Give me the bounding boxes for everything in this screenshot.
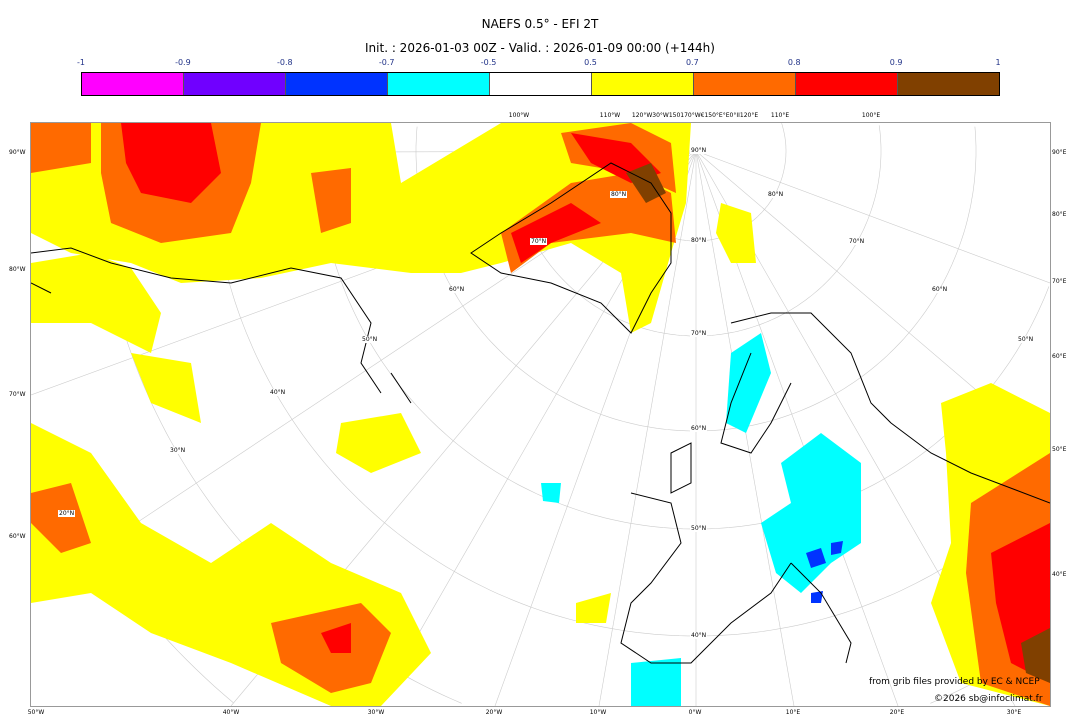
- lat-label: 60°N: [931, 286, 949, 293]
- lat-label: 80°N: [610, 191, 628, 198]
- colorbar-label: 1: [995, 58, 1001, 67]
- axis-label-top: 110°E: [770, 112, 790, 119]
- coastlines: [31, 162, 1050, 664]
- latitude-circle: [878, 125, 882, 151]
- axis-label-bottom: 30°E: [1006, 709, 1022, 716]
- axis-label-bottom: 20°E: [889, 709, 905, 716]
- lat-label: 20°N: [58, 510, 76, 517]
- axis-label-bottom: 10°W: [589, 709, 607, 716]
- colorbar-swatch: [694, 73, 796, 95]
- axis-label-bottom: 20°W: [485, 709, 503, 716]
- colorbar-label: -1: [77, 58, 85, 67]
- lat-label: 40°N: [690, 632, 708, 639]
- map-svg: [31, 123, 1050, 706]
- colorbar-swatch: [82, 73, 184, 95]
- lat-label: 60°N: [448, 286, 466, 293]
- colorbar-swatch: [490, 73, 592, 95]
- axis-label-left: 90°W: [9, 149, 26, 156]
- colorbar-label: 0.5: [584, 58, 597, 67]
- lat-label: 50°N: [361, 336, 379, 343]
- lat-label: 70°N: [848, 238, 866, 245]
- lat-label: 80°N: [690, 237, 708, 244]
- colorbar-swatch: [388, 73, 490, 95]
- axis-label-right: 80°E: [1052, 211, 1067, 218]
- lat-label: 70°N: [690, 330, 708, 337]
- lat-label: 90°N: [690, 147, 708, 154]
- lat-label: 70°N: [530, 238, 548, 245]
- axis-label-left: 80°W: [9, 266, 26, 273]
- axis-label-right: 50°E: [1052, 446, 1067, 453]
- map-area[interactable]: 90°N 80°N 70°N 60°N 50°N 40°N 50°N 40°N …: [30, 122, 1051, 707]
- lat-label: 30°N: [169, 447, 187, 454]
- latitude-circle: [974, 126, 977, 151]
- axis-label-left: 60°W: [9, 533, 26, 540]
- lat-label: 50°N: [1017, 336, 1035, 343]
- lat-label: 50°N: [690, 525, 708, 532]
- axis-label-bottom: 40°W: [222, 709, 240, 716]
- axis-label-right: 90°E: [1052, 149, 1067, 156]
- source-credit: from grib files provided by EC & NCEP: [869, 677, 1040, 687]
- lat-label: 80°N: [767, 191, 785, 198]
- lat-label: 40°N: [269, 389, 287, 396]
- axis-label-right: 60°E: [1052, 353, 1067, 360]
- axis-label-right: 40°E: [1052, 571, 1067, 578]
- colorbar: [81, 72, 1000, 96]
- axis-label-right: 70°E: [1052, 278, 1067, 285]
- latitude-circle: [210, 125, 1046, 637]
- axis-label-top: 120°W30°W150170°W€150°E°E0°II120°E: [631, 112, 759, 119]
- lat-label: 60°N: [690, 425, 708, 432]
- map-title: NAEFS 0.5° - EFI 2T: [481, 17, 599, 31]
- axis-label-left: 70°W: [9, 391, 26, 398]
- copyright: ©2026 sb@infoclimat.fr: [934, 694, 1043, 704]
- colorbar-swatch: [898, 73, 999, 95]
- colorbar-label: 0.7: [685, 58, 699, 67]
- axis-label-bottom: 10°E: [785, 709, 801, 716]
- colorbar-label: 0.9: [889, 58, 903, 67]
- colorbar-label: -0.7: [378, 58, 395, 67]
- colorbar-swatch: [592, 73, 694, 95]
- colorbar-swatch: [184, 73, 286, 95]
- axis-label-bottom: 30°W: [367, 709, 385, 716]
- colorbar-label: -0.8: [276, 58, 293, 67]
- axis-label-top: 100°E: [861, 112, 881, 119]
- colorbar-swatch: [796, 73, 898, 95]
- colorbar-label: -0.9: [175, 58, 191, 67]
- axis-label-top: 100°W: [508, 112, 530, 119]
- efi-cyan-areas: [541, 333, 861, 706]
- latitude-circle: [781, 123, 787, 151]
- colorbar-label: -0.5: [480, 58, 497, 67]
- map-subtitle: Init. : 2026-01-03 00Z - Valid. : 2026-0…: [365, 41, 715, 55]
- axis-label-bottom: 50°W: [27, 709, 45, 716]
- colorbar-label: 0.8: [787, 58, 801, 67]
- efi-blue-areas: [806, 541, 843, 603]
- axis-label-top: 110°W: [599, 112, 621, 119]
- colorbar-swatch: [286, 73, 388, 95]
- efi-brown-areas: [626, 163, 1050, 683]
- axis-label-bottom: 0°W: [688, 709, 702, 716]
